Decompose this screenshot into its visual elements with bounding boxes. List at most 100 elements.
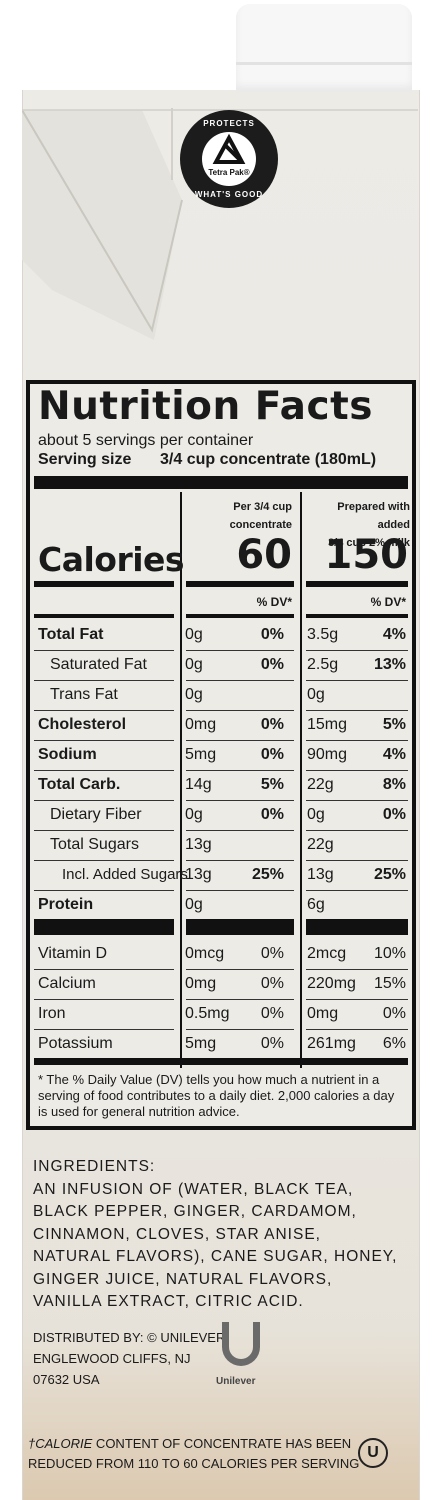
dv-prepared: 25%: [373, 866, 406, 883]
nutrition-facts-panel: Nutrition Facts about 5 servings per con…: [26, 380, 416, 1130]
nutrient-name: Sodium: [38, 746, 97, 763]
thick-divider: [34, 476, 408, 489]
serving-size: Serving size 3/4 cup concentrate (180mL): [38, 451, 376, 469]
amount-concentrate: 0mg: [185, 975, 217, 992]
row-rule: [186, 800, 294, 801]
amount-concentrate: 5mg: [185, 1035, 217, 1052]
servings-per-container: about 5 servings per container: [38, 432, 254, 449]
distributor: DISTRIBUTED BY: © UNILEVER ENGLEWOOD CLI…: [33, 1327, 225, 1390]
dv-concentrate: 25%: [251, 866, 284, 883]
row-rule: [306, 740, 408, 741]
nutrient-row: Total Sugars 13g 22g: [30, 830, 412, 860]
amount-concentrate: 0.5mg: [185, 1005, 230, 1022]
amount-prepared: 3.5g: [307, 626, 339, 643]
nutrition-facts-title: Nutrition Facts: [38, 384, 373, 429]
logo-bottom-text: WHAT'S GOOD: [194, 190, 264, 199]
dv-prepared: 4%: [382, 746, 406, 763]
serving-size-label: Serving size: [38, 451, 132, 468]
amount-concentrate: 13g: [185, 836, 212, 853]
dv-prepared: 6%: [382, 1035, 406, 1052]
row-rule: [34, 770, 174, 771]
row-rule: [306, 890, 408, 891]
row-rule: [306, 830, 408, 831]
dv-prepared: 10%: [373, 945, 406, 962]
dv-concentrate: 0%: [260, 626, 284, 643]
row-rule: [34, 740, 174, 741]
amount-prepared: 2.5g: [307, 656, 339, 673]
row-rule: [306, 680, 408, 681]
row-rule: [306, 800, 408, 801]
dv-concentrate: 0%: [260, 716, 284, 733]
nutrient-row: Cholesterol 0mg 0% 15mg 5%: [30, 710, 412, 740]
nutrient-row: Saturated Fat 0g 0% 2.5g 13%: [30, 650, 412, 680]
row-rule: [34, 999, 174, 1000]
row-rule: [186, 740, 294, 741]
amount-concentrate: 0mg: [185, 716, 217, 733]
amount-prepared: 22g: [307, 776, 334, 793]
kosher-symbol: U: [358, 1438, 388, 1468]
calorie-footnote: †CALORIE CONTENT OF CONCENTRATE HAS BEEN…: [28, 1434, 359, 1474]
row-rule: [306, 969, 408, 970]
bottle-cap: [236, 4, 412, 92]
nutrient-name: Dietary Fiber: [50, 806, 142, 823]
vitamin-name: Iron: [38, 1005, 66, 1022]
dv-prepared: 8%: [382, 776, 406, 793]
row-rule: [34, 860, 174, 861]
row-rule: [34, 680, 174, 681]
protein-bar-1: [34, 919, 174, 935]
ingredients-text: AN INFUSION OF (WATER, BLACK TEA, BLACK …: [33, 1180, 398, 1311]
nutrient-row: Incl. Added Sugars 13g 25% 13g 25%: [30, 860, 412, 890]
nutrient-row: Trans Fat 0g 0g: [30, 680, 412, 710]
nutrient-name: Total Fat: [38, 626, 104, 643]
dv-bar-3: [306, 614, 408, 618]
calories-label: Calories: [38, 540, 185, 579]
amount-concentrate: 0g: [185, 686, 203, 703]
row-rule: [34, 969, 174, 970]
row-rule: [186, 710, 294, 711]
amount-prepared: 13g: [307, 866, 334, 883]
row-rule: [34, 800, 174, 801]
dv-concentrate: 0%: [260, 975, 284, 992]
vitamin-name: Potassium: [38, 1035, 113, 1052]
row-rule: [306, 770, 408, 771]
ingredients-heading: INGREDIENTS:: [33, 1158, 156, 1175]
nutrient-row: Protein 0g 6g: [30, 890, 412, 920]
amount-concentrate: 0g: [185, 626, 203, 643]
dv-concentrate: 0%: [260, 1035, 284, 1052]
vitamin-name: Vitamin D: [38, 945, 108, 962]
calories-concentrate: 60: [236, 532, 292, 578]
dv-prepared: 5%: [382, 716, 406, 733]
vitamin-name: Calcium: [38, 975, 96, 992]
amount-concentrate: 13g: [185, 866, 212, 883]
row-rule: [306, 860, 408, 861]
calorie-note-line2: REDUCED FROM 110 TO 60 CALORIES PER SERV…: [28, 1456, 360, 1471]
logo-brand-text: Tetra Pak®: [208, 168, 250, 177]
amount-concentrate: 5mg: [185, 746, 217, 763]
nutrient-name: Total Sugars: [50, 836, 139, 853]
dv-bar-1: [34, 614, 174, 618]
nutrient-row: Dietary Fiber 0g 0% 0g 0%: [30, 800, 412, 830]
dv-concentrate: 0%: [260, 945, 284, 962]
dv-concentrate: 0%: [260, 806, 284, 823]
amount-prepared: 6g: [307, 896, 325, 913]
column-divider-2: [300, 492, 302, 1068]
serving-size-value: 3/4 cup concentrate (180mL): [160, 451, 377, 468]
calories-bar-3: [306, 581, 408, 587]
vitamin-row: Iron 0.5mg 0% 0mg 0%: [30, 999, 412, 1029]
logo-top-text: PROTECTS: [203, 119, 255, 128]
amount-prepared: 0mg: [307, 1005, 339, 1022]
dv-concentrate: 0%: [260, 746, 284, 763]
nutrient-row: Sodium 5mg 0% 90mg 4%: [30, 740, 412, 770]
calorie-note-rest: CONTENT OF CONCENTRATE HAS BEEN: [92, 1436, 352, 1451]
dv-header-1: % DV*: [256, 595, 292, 609]
amount-concentrate: 0g: [185, 656, 203, 673]
amount-concentrate: 0mcg: [185, 945, 225, 962]
unilever-logo-text: Unilever: [216, 1376, 256, 1387]
amount-prepared: 15mg: [307, 716, 348, 733]
dv-prepared: 4%: [382, 626, 406, 643]
row-rule: [34, 890, 174, 891]
dv-prepared: 15%: [373, 975, 406, 992]
ingredients: INGREDIENTS: AN INFUSION OF (WATER, BLAC…: [33, 1156, 403, 1314]
vitamin-row: Potassium 5mg 0% 261mg 6%: [30, 1029, 412, 1059]
distributor-line3: 07632 USA: [33, 1372, 100, 1387]
